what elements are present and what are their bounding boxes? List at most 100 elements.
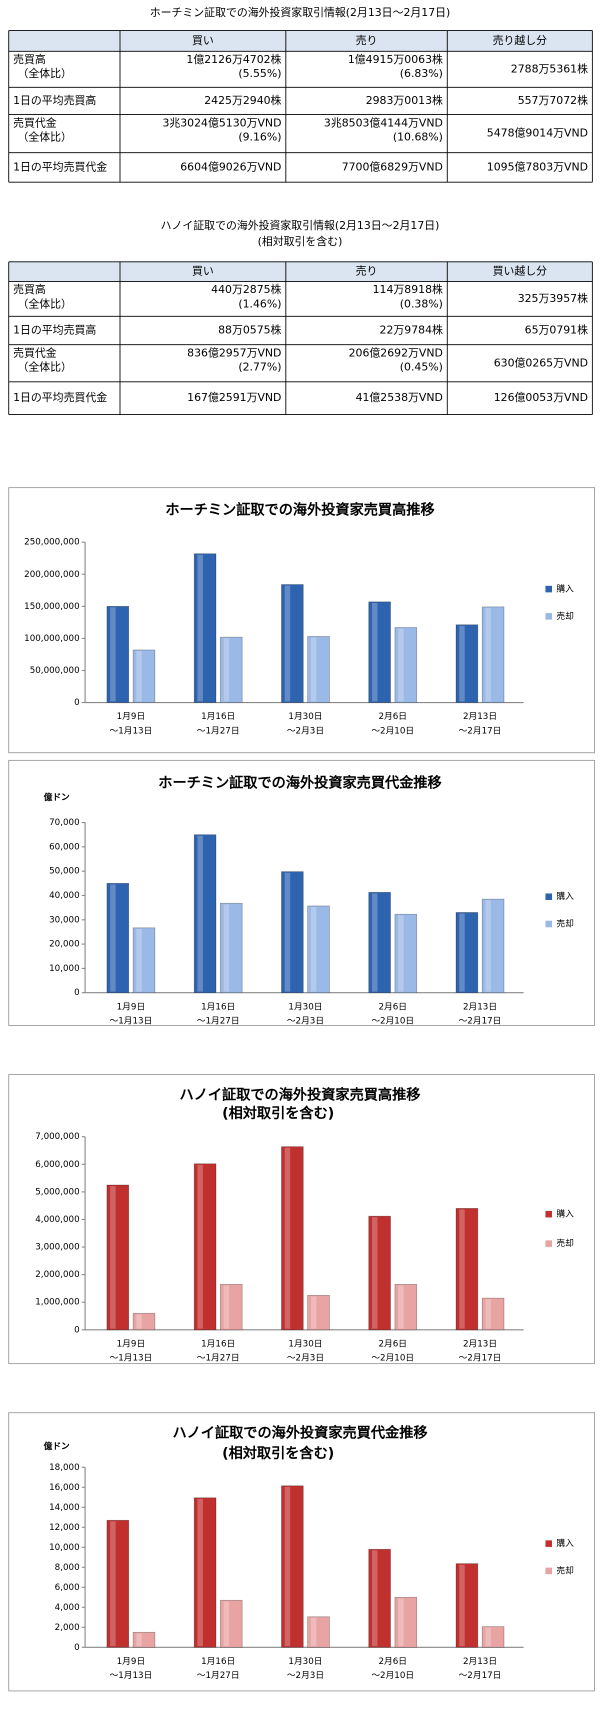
bar-shine: [398, 1598, 404, 1647]
bar: [481, 606, 505, 703]
table-cell: (10.68%): [393, 130, 443, 143]
table-cell: 836億2957万VND: [187, 346, 281, 359]
y-tick-label: 50,000,000: [30, 666, 80, 676]
y-unit-label: 億ドン: [44, 791, 70, 803]
y-tick-label: 40,000: [49, 891, 80, 901]
bar: [394, 627, 418, 703]
x-tick-label: ～1月27日: [197, 725, 240, 736]
y-tick-label: 0: [74, 988, 80, 998]
x-tick-label: ～1月13日: [110, 1670, 153, 1681]
legend-swatch: [545, 1567, 552, 1575]
bar-shine: [136, 1314, 142, 1329]
bar-shine: [459, 1209, 465, 1329]
table-cell: 114万8918株: [373, 282, 443, 296]
bar: [220, 636, 243, 703]
x-tick-label: 2月6日: [378, 1338, 407, 1349]
bar: [368, 1215, 391, 1331]
bar-shine: [136, 928, 142, 992]
x-tick-label: 2月6日: [378, 1656, 407, 1667]
legend-label: 購入: [556, 1537, 574, 1549]
legend-swatch: [545, 1540, 552, 1547]
x-tick-label: 2月6日: [378, 711, 407, 722]
y-tick-label: 6,000: [55, 1583, 80, 1593]
table-title: ホーチミン証取での海外投資家取引情報(2月13日～2月17日): [150, 5, 451, 19]
table-cell: 325万3957株: [518, 291, 588, 305]
legend-label: 売却: [556, 1564, 573, 1576]
legend-label: 購入: [556, 890, 574, 902]
x-tick-label: ～2月10日: [371, 1353, 414, 1364]
x-tick-label: ～1月13日: [110, 725, 153, 736]
bar: [481, 898, 505, 994]
bar-shine: [459, 1564, 465, 1647]
y-tick-label: 8,000: [55, 1563, 80, 1573]
table-cell: 2983万0013株: [366, 93, 443, 107]
bar-shine: [398, 1285, 404, 1329]
x-tick-label: ～2月10日: [371, 725, 414, 736]
bar: [281, 1146, 304, 1331]
bar-shine: [372, 602, 378, 702]
legend-label: 売却: [556, 1237, 573, 1249]
y-tick-label: 30,000: [49, 915, 80, 925]
bar-shine: [310, 1617, 317, 1647]
bar-shine: [459, 625, 465, 702]
x-tick-label: 1月16日: [201, 711, 235, 722]
table-cell: 630億0265万VND: [494, 356, 588, 369]
table-cell: 206億2692万VND: [349, 346, 443, 359]
bar: [394, 1596, 418, 1648]
x-tick-label: 1月9日: [117, 711, 146, 722]
bar-shine: [110, 884, 116, 992]
bar-shine: [223, 1285, 230, 1329]
table-cell: 41億2538万VND: [356, 391, 443, 404]
y-tick-label: 20,000: [49, 940, 80, 950]
y-tick-label: 6,000,000: [35, 1160, 79, 1170]
y-tick-label: 100,000,000: [24, 634, 79, 644]
bar: [106, 882, 130, 994]
x-tick-label: ～2月17日: [459, 1353, 502, 1364]
bar: [220, 902, 243, 994]
table-header-bg: [8, 30, 593, 52]
x-tick-label: 2月13日: [463, 1001, 497, 1012]
x-tick-label: 1月30日: [288, 1656, 322, 1667]
bar: [368, 601, 391, 703]
row-label: 売買代金: [13, 115, 57, 129]
y-tick-label: 0: [74, 698, 80, 708]
table-cell: 2425万2940株: [204, 93, 281, 107]
bar: [455, 912, 479, 994]
bar: [193, 1497, 217, 1648]
row-label: 売買高: [13, 282, 46, 296]
x-tick-label: ～2月10日: [371, 1670, 414, 1681]
bar: [455, 1563, 479, 1648]
table-cell: 3兆3024億5130万VND: [162, 116, 281, 129]
table-cell: 2788万5361株: [511, 61, 588, 75]
bar-shine: [110, 1521, 116, 1647]
bar-shine: [284, 1147, 291, 1329]
x-tick-label: ～2月17日: [459, 1016, 502, 1027]
y-tick-label: 10,000: [49, 964, 80, 974]
table-header-cell: 買い: [192, 265, 214, 278]
bar: [481, 1626, 505, 1648]
table-cell: (0.38%): [400, 297, 443, 310]
chart-title: ホーチミン証取での海外投資家売買高推移: [165, 502, 434, 519]
legend-swatch: [545, 585, 552, 593]
x-tick-label: ～2月10日: [371, 1016, 414, 1027]
bar: [193, 834, 217, 994]
row-label: 売買代金: [13, 345, 57, 359]
bar: [193, 1163, 217, 1331]
y-tick-label: 4,000: [55, 1603, 80, 1613]
bar-shine: [136, 651, 142, 702]
table-cell: 3兆8503億4144万VND: [324, 116, 443, 129]
bar-shine: [223, 638, 230, 702]
y-tick-label: 50,000: [49, 867, 80, 877]
bar-shine: [372, 1217, 378, 1329]
bar: [132, 1631, 156, 1648]
y-tick-label: 150,000,000: [24, 602, 79, 612]
row-label: 1日の平均売買高: [13, 323, 96, 337]
table-cell: 88万0575株: [218, 323, 281, 337]
bar: [307, 636, 330, 703]
bar-shine: [485, 900, 491, 992]
x-tick-label: 1月30日: [288, 711, 322, 722]
chart-title: ハノイ証取での海外投資家売買高推移: [180, 1086, 421, 1103]
y-tick-label: 18,000: [49, 1463, 80, 1473]
y-tick-label: 12,000: [49, 1523, 80, 1533]
bar-shine: [398, 915, 404, 992]
